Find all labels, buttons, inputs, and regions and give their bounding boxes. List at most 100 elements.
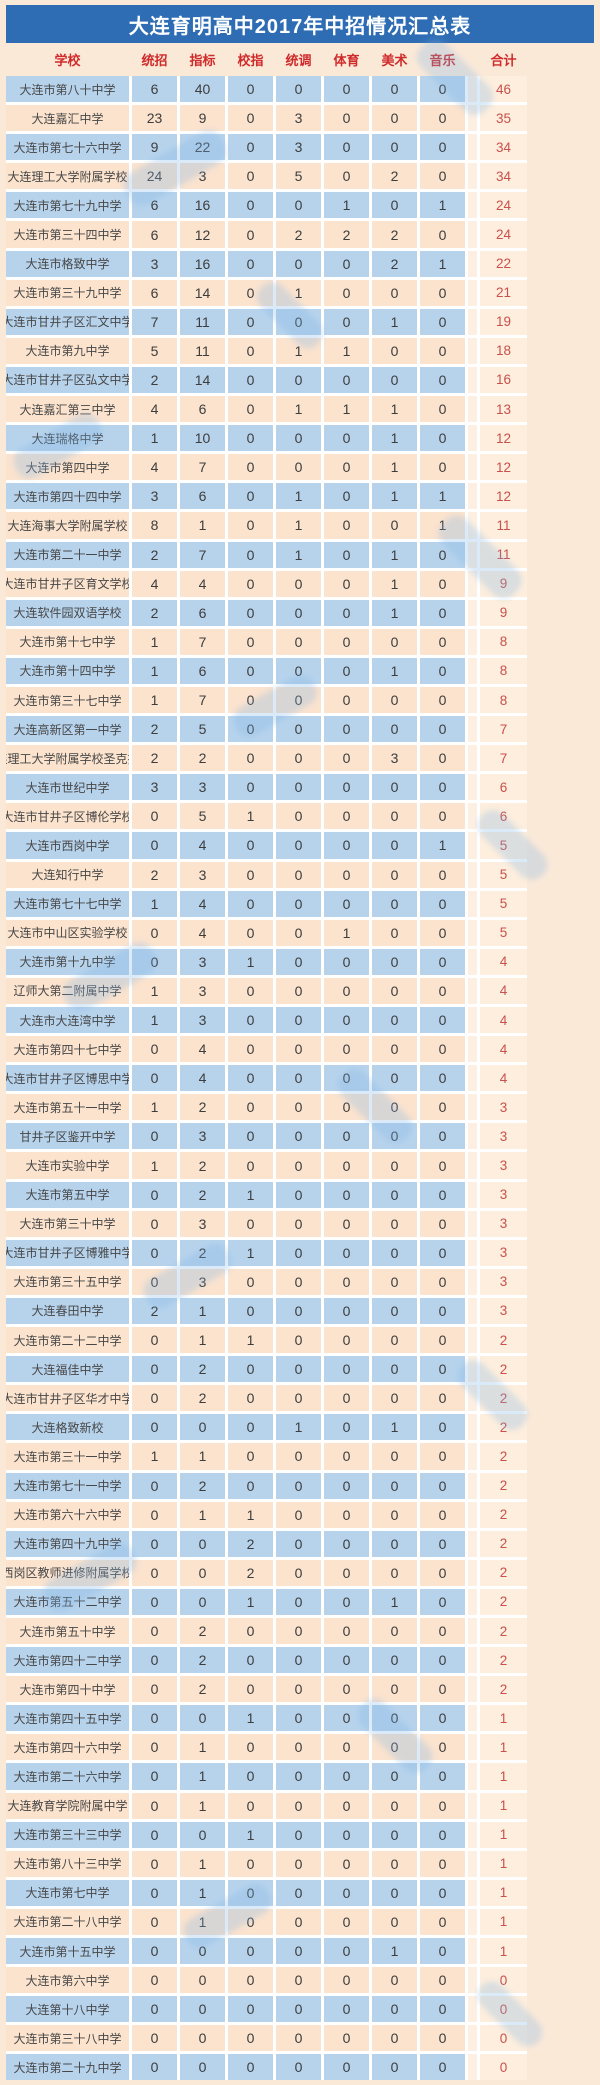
value-cell: 0 (372, 1676, 417, 1703)
spacer-cell (468, 337, 477, 364)
value-cell: 0 (420, 1821, 465, 1848)
spacer-cell (468, 1530, 477, 1557)
value-cell: 0 (420, 454, 465, 481)
spacer-cell (468, 1472, 477, 1499)
value-cell: 0 (228, 1268, 273, 1295)
value-cell: 0 (372, 1123, 417, 1150)
value-cell: 2 (132, 1297, 177, 1325)
value-cell: 1 (228, 948, 273, 975)
school-name-cell: 大连市第二十一中学 (6, 541, 129, 568)
value-cell: 0 (228, 337, 273, 364)
value-cell: 0 (372, 1763, 417, 1790)
value-cell: 0 (324, 1588, 369, 1615)
value-cell: 1 (324, 192, 369, 219)
spacer-cell (468, 1501, 477, 1528)
header-spacer (468, 43, 477, 76)
value-cell: 2 (180, 1472, 225, 1499)
value-cell: 0 (228, 1123, 273, 1150)
value-cell: 1 (276, 512, 321, 539)
value-cell: 0 (276, 1938, 321, 1965)
table-row: 大连市第二十二中学 0 1 1 0 0 0 0 2 (6, 1327, 527, 1354)
school-name-cell: 大连市第三十九中学 (6, 279, 129, 306)
value-cell: 0 (372, 1385, 417, 1412)
value-cell: 0 (420, 1297, 465, 1325)
table-row: 大连瑞格中学 1 10 0 0 0 1 0 12 (6, 425, 527, 452)
total-cell: 3 (480, 1239, 527, 1266)
value-cell: 0 (324, 1908, 369, 1935)
value-cell: 1 (420, 483, 465, 510)
page-title: 大连育明高中2017年中招情况汇总表 (6, 5, 594, 43)
total-cell: 0 (480, 1996, 527, 2023)
value-cell: 0 (420, 1036, 465, 1063)
value-cell: 0 (276, 1821, 321, 1848)
value-cell: 2 (180, 745, 225, 772)
value-cell: 1 (276, 337, 321, 364)
value-cell: 3 (180, 774, 225, 801)
value-cell: 4 (180, 570, 225, 597)
value-cell: 0 (228, 1617, 273, 1645)
school-name-cell: 大连高新区第一中学 (6, 716, 129, 743)
value-cell: 0 (372, 686, 417, 714)
school-name-cell: 大连市第九中学 (6, 337, 129, 364)
value-cell: 0 (276, 1385, 321, 1412)
value-cell: 0 (132, 1734, 177, 1761)
value-cell: 0 (372, 1094, 417, 1121)
value-cell: 0 (420, 745, 465, 772)
value-cell: 0 (324, 1501, 369, 1528)
total-cell: 6 (480, 774, 527, 801)
value-cell: 0 (276, 76, 321, 103)
value-cell: 0 (276, 774, 321, 801)
value-cell: 0 (324, 1705, 369, 1732)
school-name-cell: 大连市第三十八中学 (6, 2025, 129, 2052)
value-cell: 0 (276, 1996, 321, 2023)
value-cell: 0 (228, 861, 273, 888)
value-cell: 7 (180, 686, 225, 714)
value-cell: 0 (420, 1239, 465, 1266)
value-cell: 0 (276, 1239, 321, 1266)
spacer-cell (468, 1996, 477, 2023)
total-cell: 34 (480, 134, 527, 161)
value-cell: 1 (228, 1501, 273, 1528)
value-cell: 0 (420, 2025, 465, 2052)
value-cell: 1 (132, 657, 177, 684)
value-cell: 0 (324, 308, 369, 335)
value-cell: 3 (180, 1268, 225, 1295)
value-cell: 7 (180, 454, 225, 481)
total-cell: 19 (480, 308, 527, 335)
value-cell: 0 (228, 1414, 273, 1441)
spacer-cell (468, 2054, 477, 2081)
total-cell: 1 (480, 1705, 527, 1732)
value-cell: 2 (132, 861, 177, 888)
spacer-cell (468, 1676, 477, 1703)
value-cell: 0 (420, 76, 465, 103)
value-cell: 0 (276, 250, 321, 277)
value-cell: 0 (132, 1850, 177, 1877)
value-cell: 0 (420, 279, 465, 306)
value-cell: 4 (180, 1065, 225, 1092)
table-row: 大连市第八十中学 6 40 0 0 0 0 0 46 (6, 76, 527, 103)
spacer-cell (468, 134, 477, 161)
value-cell: 1 (180, 1734, 225, 1761)
school-name-cell: 大连市第五十一中学 (6, 1094, 129, 1121)
value-cell: 0 (372, 1297, 417, 1325)
total-cell: 22 (480, 250, 527, 277)
value-cell: 0 (324, 745, 369, 772)
value-cell: 1 (132, 890, 177, 917)
value-cell: 0 (420, 861, 465, 888)
value-cell: 3 (276, 105, 321, 132)
value-cell: 0 (228, 1938, 273, 1965)
value-cell: 0 (180, 2054, 225, 2081)
school-name-cell: 大连市第五中学 (6, 1181, 129, 1208)
value-cell: 0 (420, 1094, 465, 1121)
table-row: 大连市甘井子区博雅中学 0 2 1 0 0 0 0 3 (6, 1239, 527, 1266)
value-cell: 0 (132, 1123, 177, 1150)
value-cell: 0 (132, 948, 177, 975)
value-cell: 2 (180, 1094, 225, 1121)
spacer-cell (468, 541, 477, 568)
table-row: 大连市西岗中学 0 4 0 0 0 0 1 5 (6, 832, 527, 859)
value-cell: 0 (276, 1065, 321, 1092)
value-cell: 2 (180, 1181, 225, 1208)
value-cell: 0 (324, 163, 369, 190)
value-cell: 0 (324, 1094, 369, 1121)
